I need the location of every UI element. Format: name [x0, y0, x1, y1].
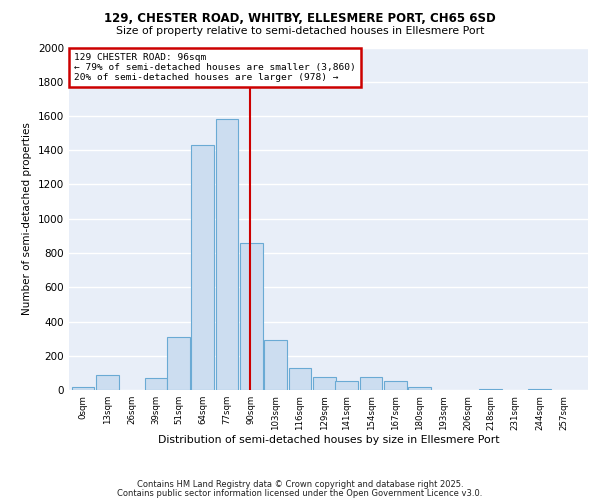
Bar [191, 145, 214, 390]
Bar [384, 380, 407, 390]
Bar [145, 378, 167, 390]
Y-axis label: Number of semi-detached properties: Number of semi-detached properties [22, 122, 32, 315]
Bar [167, 337, 190, 390]
Text: Contains public sector information licensed under the Open Government Licence v3: Contains public sector information licen… [118, 488, 482, 498]
Bar [408, 386, 431, 390]
Bar [71, 388, 94, 390]
Bar [479, 388, 502, 390]
Text: Contains HM Land Registry data © Crown copyright and database right 2025.: Contains HM Land Registry data © Crown c… [137, 480, 463, 489]
Bar [335, 382, 358, 390]
Bar [359, 377, 382, 390]
Bar [289, 368, 311, 390]
Bar [240, 242, 263, 390]
Bar [96, 374, 119, 390]
Bar [313, 377, 336, 390]
Text: 129, CHESTER ROAD, WHITBY, ELLESMERE PORT, CH65 6SD: 129, CHESTER ROAD, WHITBY, ELLESMERE POR… [104, 12, 496, 26]
Bar [264, 340, 287, 390]
Bar [215, 120, 238, 390]
X-axis label: Distribution of semi-detached houses by size in Ellesmere Port: Distribution of semi-detached houses by … [158, 436, 499, 446]
Bar [528, 388, 551, 390]
Text: 129 CHESTER ROAD: 96sqm
← 79% of semi-detached houses are smaller (3,860)
20% of: 129 CHESTER ROAD: 96sqm ← 79% of semi-de… [74, 52, 356, 82]
Text: Size of property relative to semi-detached houses in Ellesmere Port: Size of property relative to semi-detach… [116, 26, 484, 36]
